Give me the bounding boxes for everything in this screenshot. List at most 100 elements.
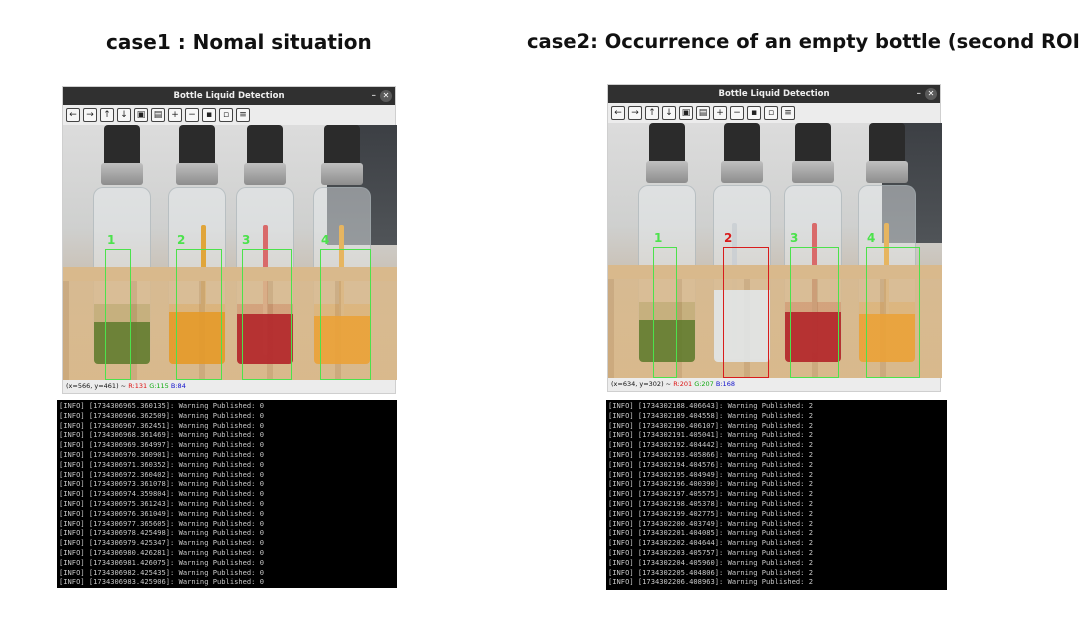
log-line: [INFO] [1734306983.425906]: Warning Publ… [59, 577, 264, 587]
wooden-rack-top [608, 265, 942, 279]
zoom-out-icon[interactable]: − [185, 108, 199, 122]
arrow-down-icon[interactable]: ↓ [662, 106, 676, 120]
properties-icon[interactable]: ≡ [781, 106, 795, 120]
roi-box-3 [242, 249, 292, 380]
log-line: [INFO] [1734302195.404949]: Warning Publ… [608, 469, 813, 479]
bottle-cap [247, 125, 283, 165]
log-line: [INFO] [1734306979.425347]: Warning Publ… [59, 538, 264, 548]
log-line: [INFO] [1734302197.405575]: Warning Publ… [608, 489, 813, 499]
log-line: [INFO] [1734302192.404442]: Warning Publ… [608, 440, 813, 450]
minimize-icon[interactable]: – [916, 89, 922, 99]
log-line: [INFO] [1734306968.361469]: Warning Publ… [59, 430, 264, 440]
toolbar: ← → ↑ ↓ ▣ ▤ + − ▪ ▫ ≡ [63, 105, 395, 125]
log-line: [INFO] [1734302196.400390]: Warning Publ… [608, 479, 813, 489]
liquid-orange-front [169, 312, 225, 364]
save-image-icon[interactable]: ▤ [696, 106, 710, 120]
terminal-log-case2[interactable]: [INFO] [1734302188.406643]: Warning Publ… [606, 400, 947, 590]
log-line: [INFO] [1734306982.425435]: Warning Publ… [59, 567, 264, 577]
arrow-down-icon[interactable]: ↓ [117, 108, 131, 122]
bottle-cap [324, 125, 360, 165]
log-line: [INFO] [1734306970.360901]: Warning Publ… [59, 449, 264, 459]
roi-box-4 [866, 247, 920, 378]
window-title: Bottle Liquid Detection [173, 91, 285, 101]
log-line: [INFO] [1734306969.364997]: Warning Publ… [59, 440, 264, 450]
status-bar: (x=634, y=302) ~ R:201 G:207 B:168 [608, 378, 940, 391]
liquid-orange-front [859, 314, 915, 362]
close-icon[interactable]: ✕ [925, 88, 937, 100]
window-titlebar[interactable]: Bottle Liquid Detection – ✕ [63, 87, 395, 105]
camera-view[interactable]: 1 2 3 4 [63, 125, 397, 380]
bottle-cap [179, 125, 215, 165]
window-titlebar[interactable]: Bottle Liquid Detection – ✕ [608, 85, 940, 103]
bottle-collar [101, 163, 143, 185]
log-line: [INFO] [1734302203.405757]: Warning Publ… [608, 547, 813, 557]
log-line: [INFO] [1734302202.404644]: Warning Publ… [608, 538, 813, 548]
roi-label-4: 4 [321, 233, 330, 247]
properties-icon[interactable]: ≡ [236, 108, 250, 122]
status-green: G:207 [694, 380, 714, 388]
log-line: [INFO] [1734302206.408963]: Warning Publ… [608, 577, 813, 587]
roi-box-1 [105, 249, 131, 380]
save-icon[interactable]: ▪ [747, 106, 761, 120]
log-line: [INFO] [1734302190.406107]: Warning Publ… [608, 420, 813, 430]
window-title: Bottle Liquid Detection [718, 89, 830, 99]
log-line: [INFO] [1734306976.361049]: Warning Publ… [59, 508, 264, 518]
log-line: [INFO] [1734302188.406643]: Warning Publ… [608, 401, 813, 410]
bottle-collar [646, 161, 688, 183]
log-line: [INFO] [1734302198.405378]: Warning Publ… [608, 498, 813, 508]
close-icon[interactable]: ✕ [380, 90, 392, 102]
log-line: [INFO] [1734302200.403749]: Warning Publ… [608, 518, 813, 528]
roi-label-4: 4 [867, 231, 876, 245]
bottle-cap [649, 123, 685, 163]
log-line: [INFO] [1734306965.360135]: Warning Publ… [59, 401, 264, 410]
copy-icon[interactable]: ▫ [764, 106, 778, 120]
log-line: [INFO] [1734302189.404558]: Warning Publ… [608, 410, 813, 420]
copy-icon[interactable]: ▫ [219, 108, 233, 122]
liquid-green-front [94, 322, 150, 364]
log-line: [INFO] [1734302191.405041]: Warning Publ… [608, 430, 813, 440]
log-line: [INFO] [1734302205.404806]: Warning Publ… [608, 567, 813, 577]
bottle-cap [104, 125, 140, 165]
fit-icon[interactable]: ▣ [134, 108, 148, 122]
log-line: [INFO] [1734306971.360352]: Warning Publ… [59, 459, 264, 469]
bottle-collar [721, 161, 763, 183]
zoom-out-icon[interactable]: − [730, 106, 744, 120]
bottle-collar [176, 163, 218, 185]
zoom-in-icon[interactable]: + [168, 108, 182, 122]
log-line: [INFO] [1734306977.365605]: Warning Publ… [59, 518, 264, 528]
roi-box-1 [653, 247, 677, 378]
liquid-red-front [237, 314, 293, 364]
save-icon[interactable]: ▪ [202, 108, 216, 122]
camera-view[interactable]: 1 2 3 4 [608, 123, 942, 378]
terminal-log-case1[interactable]: [INFO] [1734306965.360135]: Warning Publ… [57, 400, 397, 588]
status-red: R:201 [673, 380, 693, 388]
roi-label-2-warning: 2 [724, 231, 733, 245]
log-line: [INFO] [1734306980.426281]: Warning Publ… [59, 547, 264, 557]
fit-icon[interactable]: ▣ [679, 106, 693, 120]
case1-title: case1 : Nomal situation [106, 30, 372, 54]
log-line: [INFO] [1734306967.362451]: Warning Publ… [59, 420, 264, 430]
save-image-icon[interactable]: ▤ [151, 108, 165, 122]
log-line: [INFO] [1734302193.405866]: Warning Publ… [608, 449, 813, 459]
liquid-orange-front [314, 316, 370, 364]
log-line: [INFO] [1734306973.361078]: Warning Publ… [59, 479, 264, 489]
zoom-in-icon[interactable]: + [713, 106, 727, 120]
bottle-cap [795, 123, 831, 163]
arrow-right-icon[interactable]: → [628, 106, 642, 120]
status-green: G:115 [149, 382, 169, 390]
status-bar: (x=566, y=461) ~ R:131 G:115 B:84 [63, 380, 395, 393]
log-line: [INFO] [1734302204.405960]: Warning Publ… [608, 557, 813, 567]
wooden-rack-top [63, 267, 397, 281]
roi-label-1: 1 [654, 231, 663, 245]
arrow-right-icon[interactable]: → [83, 108, 97, 122]
arrow-up-icon[interactable]: ↑ [645, 106, 659, 120]
arrow-left-icon[interactable]: ← [611, 106, 625, 120]
bottle-cap [724, 123, 760, 163]
bottle-collar [244, 163, 286, 185]
minimize-icon[interactable]: – [371, 91, 377, 101]
status-coords: (x=634, y=302) ~ [611, 380, 674, 388]
log-line: [INFO] [1734306974.359804]: Warning Publ… [59, 489, 264, 499]
arrow-up-icon[interactable]: ↑ [100, 108, 114, 122]
arrow-left-icon[interactable]: ← [66, 108, 80, 122]
bottle-collar [866, 161, 908, 183]
